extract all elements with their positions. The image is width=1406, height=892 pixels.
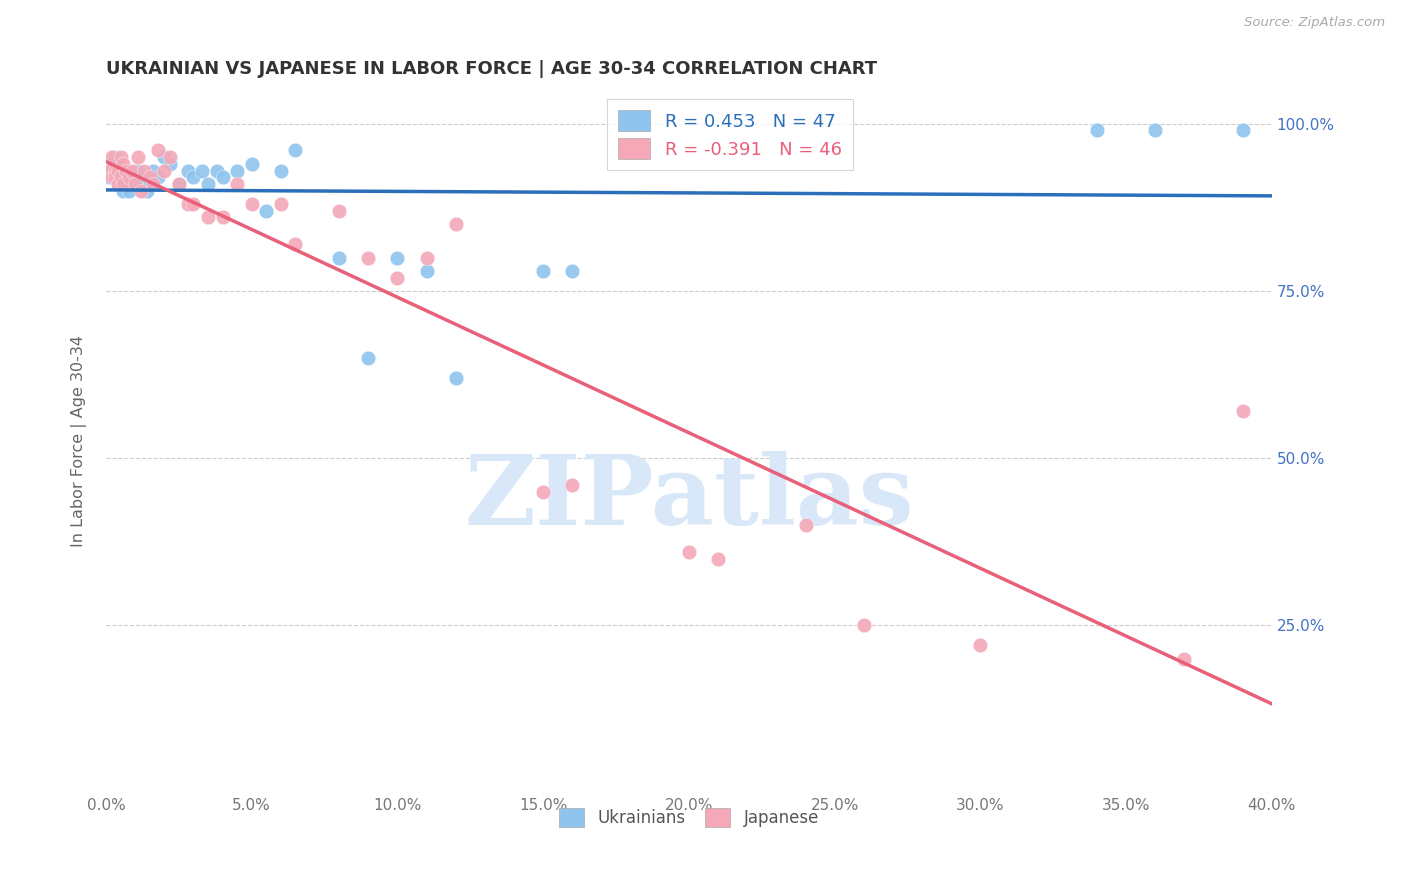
Point bbox=[159, 150, 181, 164]
Text: UKRAINIAN VS JAPANESE IN LABOR FORCE | AGE 30-34 CORRELATION CHART: UKRAINIAN VS JAPANESE IN LABOR FORCE | A… bbox=[105, 60, 877, 78]
Point bbox=[240, 157, 263, 171]
Point bbox=[148, 170, 170, 185]
Point bbox=[118, 184, 141, 198]
Point bbox=[112, 184, 135, 198]
Point bbox=[110, 150, 132, 164]
Point bbox=[129, 184, 152, 198]
Point bbox=[240, 197, 263, 211]
Point bbox=[129, 177, 152, 191]
Point bbox=[1232, 404, 1254, 418]
Point bbox=[118, 170, 141, 185]
Point bbox=[104, 170, 127, 185]
Point bbox=[104, 163, 127, 178]
Point bbox=[107, 157, 129, 171]
Point bbox=[284, 144, 307, 158]
Point bbox=[127, 150, 149, 164]
Point bbox=[561, 478, 583, 492]
Point bbox=[1085, 123, 1108, 137]
Point bbox=[444, 217, 467, 231]
Point bbox=[357, 351, 380, 365]
Point bbox=[101, 150, 124, 164]
Point bbox=[328, 251, 350, 265]
Point bbox=[794, 518, 817, 533]
Point bbox=[444, 371, 467, 385]
Point bbox=[159, 157, 181, 171]
Point bbox=[531, 484, 554, 499]
Point bbox=[107, 177, 129, 191]
Point bbox=[124, 177, 146, 191]
Point bbox=[852, 618, 875, 632]
Y-axis label: In Labor Force | Age 30-34: In Labor Force | Age 30-34 bbox=[72, 335, 87, 548]
Point bbox=[191, 163, 214, 178]
Point bbox=[1144, 123, 1167, 137]
Point bbox=[135, 184, 157, 198]
Text: ZIPatlas: ZIPatlas bbox=[464, 450, 914, 545]
Point bbox=[124, 170, 146, 185]
Point bbox=[127, 163, 149, 178]
Point bbox=[176, 197, 198, 211]
Point bbox=[387, 251, 409, 265]
Point bbox=[357, 251, 380, 265]
Point bbox=[110, 177, 132, 191]
Point bbox=[153, 150, 176, 164]
Legend: Ukrainians, Japanese: Ukrainians, Japanese bbox=[553, 801, 825, 833]
Point bbox=[132, 170, 155, 185]
Point bbox=[197, 177, 219, 191]
Point bbox=[678, 545, 700, 559]
Point bbox=[104, 170, 127, 185]
Point bbox=[969, 639, 991, 653]
Point bbox=[97, 170, 120, 185]
Point bbox=[211, 170, 233, 185]
Point bbox=[270, 197, 292, 211]
Point bbox=[211, 211, 233, 225]
Point bbox=[254, 203, 277, 218]
Point bbox=[112, 177, 135, 191]
Point bbox=[118, 170, 141, 185]
Point bbox=[121, 177, 143, 191]
Point bbox=[183, 170, 205, 185]
Point bbox=[270, 163, 292, 178]
Point bbox=[115, 177, 138, 191]
Point bbox=[707, 551, 730, 566]
Point bbox=[284, 237, 307, 252]
Point bbox=[197, 211, 219, 225]
Point bbox=[153, 163, 176, 178]
Point bbox=[101, 170, 124, 185]
Point bbox=[115, 163, 138, 178]
Point bbox=[115, 163, 138, 178]
Point bbox=[387, 270, 409, 285]
Point bbox=[132, 163, 155, 178]
Point bbox=[1173, 652, 1195, 666]
Point bbox=[415, 251, 437, 265]
Point bbox=[415, 264, 437, 278]
Point bbox=[101, 163, 124, 178]
Point bbox=[110, 163, 132, 178]
Point bbox=[176, 163, 198, 178]
Point bbox=[205, 163, 228, 178]
Point bbox=[138, 177, 160, 191]
Point bbox=[110, 170, 132, 185]
Point bbox=[104, 150, 127, 164]
Point bbox=[112, 157, 135, 171]
Point bbox=[97, 163, 120, 178]
Point bbox=[112, 170, 135, 185]
Point bbox=[328, 203, 350, 218]
Point bbox=[148, 144, 170, 158]
Point bbox=[138, 170, 160, 185]
Point bbox=[167, 177, 190, 191]
Point bbox=[107, 177, 129, 191]
Point bbox=[531, 264, 554, 278]
Point bbox=[107, 163, 129, 178]
Point bbox=[167, 177, 190, 191]
Point bbox=[1232, 123, 1254, 137]
Point bbox=[142, 163, 165, 178]
Point bbox=[142, 177, 165, 191]
Point bbox=[183, 197, 205, 211]
Point bbox=[226, 177, 249, 191]
Text: Source: ZipAtlas.com: Source: ZipAtlas.com bbox=[1244, 16, 1385, 29]
Point bbox=[226, 163, 249, 178]
Point bbox=[121, 163, 143, 178]
Point bbox=[561, 264, 583, 278]
